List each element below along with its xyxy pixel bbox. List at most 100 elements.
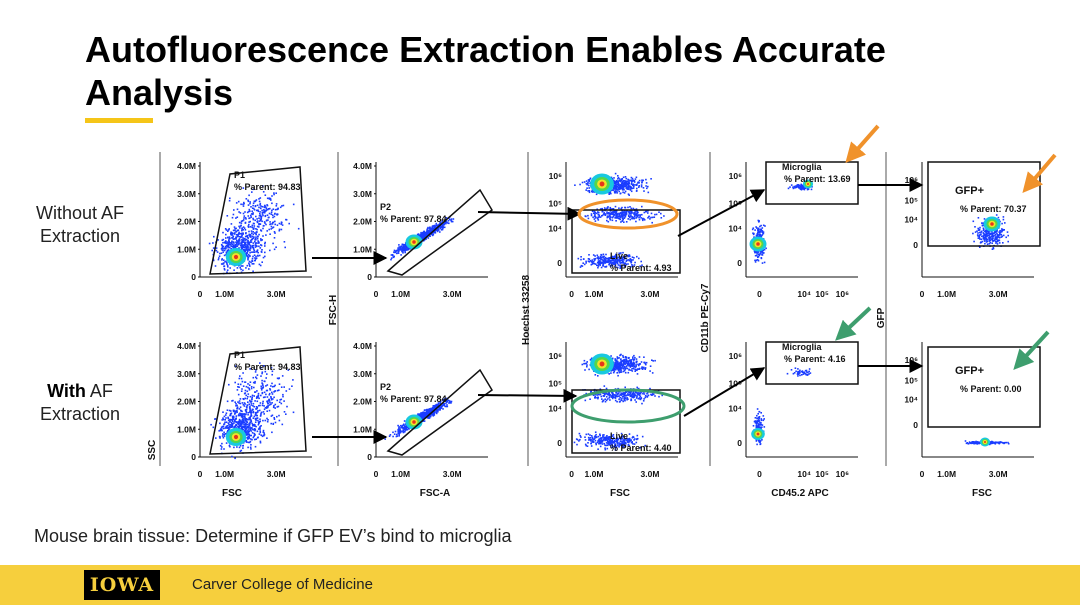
event-dot (259, 197, 262, 199)
event-dot (625, 259, 628, 262)
event-dot (604, 214, 606, 216)
event-dot (240, 449, 243, 452)
event-dot (221, 446, 223, 448)
event-dot (757, 228, 760, 231)
event-dot (236, 411, 238, 413)
event-dot (989, 232, 992, 235)
event-dot (237, 386, 239, 388)
event-dot (428, 412, 431, 415)
event-dot (626, 362, 628, 365)
event-dot (251, 251, 253, 253)
event-dot (611, 219, 614, 222)
event-dot (432, 412, 434, 414)
event-dot (228, 240, 230, 243)
event-dot (615, 220, 617, 222)
event-dot (977, 237, 980, 239)
event-dot (612, 367, 614, 370)
event-dot (629, 218, 631, 221)
y-tick-label: 4.0M (353, 341, 372, 351)
event-dot (995, 230, 997, 233)
event-dot (985, 237, 988, 240)
event-dot (633, 181, 636, 183)
event-dot (633, 391, 635, 393)
event-dot (223, 241, 226, 244)
event-dot (426, 227, 429, 230)
event-dot (262, 227, 264, 230)
event-dot (396, 435, 399, 437)
event-dot (1000, 230, 1003, 232)
event-dot (624, 211, 627, 214)
event-dot (624, 181, 627, 183)
event-dot (392, 256, 395, 259)
event-dot (635, 208, 638, 210)
event-dot (405, 248, 408, 250)
event-dot (234, 244, 236, 246)
event-dot (602, 255, 604, 258)
event-dot (251, 428, 254, 431)
event-dot (647, 394, 650, 397)
event-dot (605, 265, 608, 268)
event-dot (226, 263, 228, 266)
panel-dividers (159, 152, 887, 466)
event-dot (588, 187, 590, 189)
event-dot (244, 427, 246, 429)
event-dot (660, 212, 662, 215)
event-dot (232, 229, 235, 232)
event-dot (239, 375, 241, 377)
event-dot (636, 255, 638, 258)
event-dot (232, 213, 235, 216)
event-dot (599, 259, 601, 262)
event-dot (246, 255, 249, 258)
event-dot (225, 244, 228, 247)
event-dot (236, 216, 239, 218)
event-dot (420, 415, 423, 418)
density-red (412, 240, 416, 244)
event-dot (619, 354, 621, 357)
event-dot (267, 419, 269, 421)
event-dot (249, 201, 251, 203)
event-dot (614, 184, 617, 186)
event-dot (245, 394, 247, 397)
event-dot (618, 212, 621, 215)
event-dot (623, 210, 626, 212)
event-dot (258, 206, 260, 209)
event-dot (226, 431, 228, 433)
event-dot (591, 190, 593, 193)
event-dot (620, 363, 623, 365)
event-dot (273, 390, 276, 393)
event-dot (756, 258, 759, 261)
event-dot (273, 215, 276, 218)
event-dot (236, 406, 239, 408)
event-dot (262, 191, 265, 193)
event-dot (262, 214, 264, 217)
event-dot (230, 243, 233, 245)
event-dot (623, 257, 625, 260)
event-dot (994, 234, 996, 237)
event-dot (254, 380, 256, 383)
event-dot (612, 208, 615, 210)
event-dot (263, 434, 265, 437)
event-dot (243, 398, 245, 401)
event-dot (761, 231, 764, 233)
event-dot (263, 413, 265, 415)
event-dot (618, 190, 620, 193)
event-dot (250, 411, 252, 414)
y-tick-label: 3.0M (353, 189, 372, 199)
event-dot (244, 409, 247, 411)
event-dot (244, 417, 246, 420)
event-dot (985, 238, 988, 241)
event-dot (231, 246, 234, 248)
event-dot (245, 198, 248, 200)
event-dot (266, 420, 269, 423)
event-dot (654, 213, 656, 216)
event-dot (287, 369, 290, 371)
event-dot (227, 249, 230, 251)
event-dot (211, 249, 213, 252)
event-dot (585, 392, 587, 395)
event-dot (403, 247, 405, 250)
gate-microglia (765, 161, 859, 205)
event-dot (399, 247, 401, 249)
event-dot (451, 220, 454, 223)
event-dot (616, 262, 618, 264)
event-dot (638, 356, 641, 358)
